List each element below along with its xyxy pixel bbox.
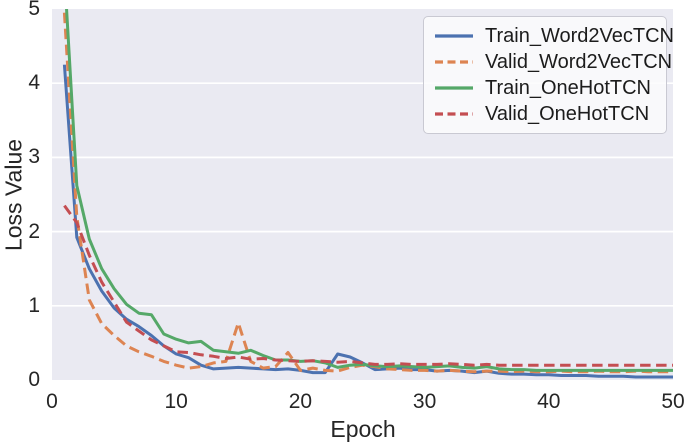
- x-tick-label-50: 50: [661, 390, 685, 413]
- legend-item-label: Valid_Word2VecTCN: [485, 50, 673, 73]
- legend-line-swatch-icon: [435, 86, 473, 90]
- y-tick-label-4: 4: [28, 71, 40, 95]
- y-tick-label-0: 0: [28, 368, 40, 391]
- y-tick-label-2: 2: [28, 219, 40, 243]
- legend-line-swatch-icon: [435, 34, 473, 38]
- x-tick-label-30: 30: [412, 390, 437, 413]
- legend-item-label: Valid_OneHotTCN: [485, 102, 650, 125]
- y-tick-label-1: 1: [28, 293, 40, 317]
- legend-item-Valid_OneHotTCN: Valid_OneHotTCN: [434, 101, 656, 127]
- legend-item-Train_Word2VecTCN: Train_Word2VecTCN: [434, 23, 674, 49]
- x-tick-label-10: 10: [164, 390, 188, 413]
- y-tick-label-5: 5: [28, 0, 40, 20]
- legend-item-Valid_Word2VecTCN: Valid_Word2VecTCN: [434, 49, 672, 75]
- x-tick-label-20: 20: [288, 390, 313, 413]
- series-line-Valid_OneHotTCN: [63, 204, 673, 367]
- legend: Train_Word2VecTCN Valid_Word2VecTCN Train_…: [423, 16, 674, 134]
- x-axis-label: Epoch: [330, 416, 396, 442]
- y-axis-label: Loss Value: [0, 138, 27, 252]
- gridlines: [52, 82, 673, 307]
- legend-item-label: Train_Word2VecTCN: [485, 24, 674, 47]
- x-tick-label-0: 0: [46, 390, 58, 413]
- legend-line-swatch-icon: [435, 112, 473, 116]
- series-lines: [62, 9, 673, 379]
- legend-item-label: Train_OneHotTCN: [485, 76, 651, 99]
- legend-line-swatch-icon: [435, 60, 473, 64]
- x-tick-label-40: 40: [537, 390, 561, 413]
- legend-item-Train_OneHotTCN: Train_OneHotTCN: [434, 75, 656, 101]
- y-tick-label-3: 3: [28, 145, 40, 169]
